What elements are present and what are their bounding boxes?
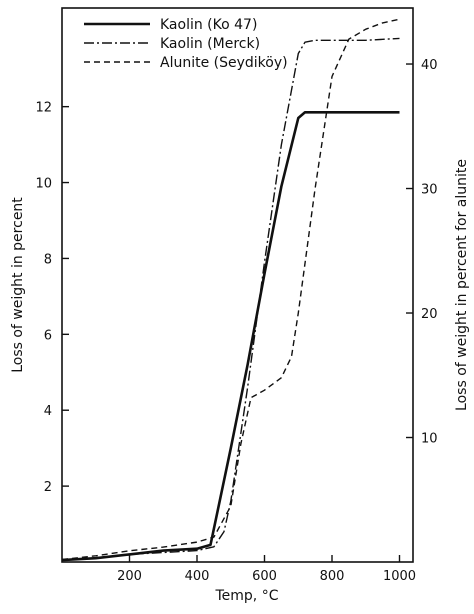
series-line-kaolin-merck <box>61 37 400 561</box>
y-right-tick-label-40: 40 <box>421 58 438 73</box>
y-left-tick-label-8: 8 <box>44 252 52 267</box>
x-axis-label: Temp, °C <box>215 588 279 604</box>
legend-label-kaolin-ko-47: Kaolin (Ko 47) <box>160 17 257 33</box>
y-left-tick-label-4: 4 <box>44 404 52 419</box>
x-tick-label-400: 400 <box>185 569 210 584</box>
y-left-tick-label-6: 6 <box>44 328 52 343</box>
y-right-tick-label-20: 20 <box>421 307 438 322</box>
legend-label-alunite-seydik-y: Alunite (Seydiköy) <box>160 55 288 71</box>
y-right-tick-label-10: 10 <box>421 432 438 447</box>
legend-label-kaolin-merck: Kaolin (Merck) <box>160 36 260 52</box>
y-right-tick-label-30: 30 <box>421 183 438 198</box>
x-tick-label-800: 800 <box>320 569 345 584</box>
x-tick-label-1000: 1000 <box>383 569 416 584</box>
series-lines <box>61 18 400 562</box>
x-tick-label-600: 600 <box>252 569 277 584</box>
y-left-tick-label-2: 2 <box>44 480 52 495</box>
series-line-kaolin-ko-47 <box>61 111 400 562</box>
series-line-alunite-seydik-y <box>61 18 400 561</box>
plot-frame <box>61 7 414 563</box>
y-axis-label-left: Loss of weight in percent <box>10 197 26 373</box>
legend: Kaolin (Ko 47) Kaolin (Merck) Alunite (Sey… <box>84 17 288 71</box>
axis-ticks: 200 400 600 800 1000 2 4 6 8 10 12 10 20 30 40 <box>35 58 437 584</box>
y-left-tick-label-10: 10 <box>35 177 52 192</box>
y-left-tick-label-12: 12 <box>35 101 52 116</box>
x-tick-label-200: 200 <box>117 569 142 584</box>
y-axis-label-right: Loss of weight in percent for alunite <box>454 159 470 411</box>
